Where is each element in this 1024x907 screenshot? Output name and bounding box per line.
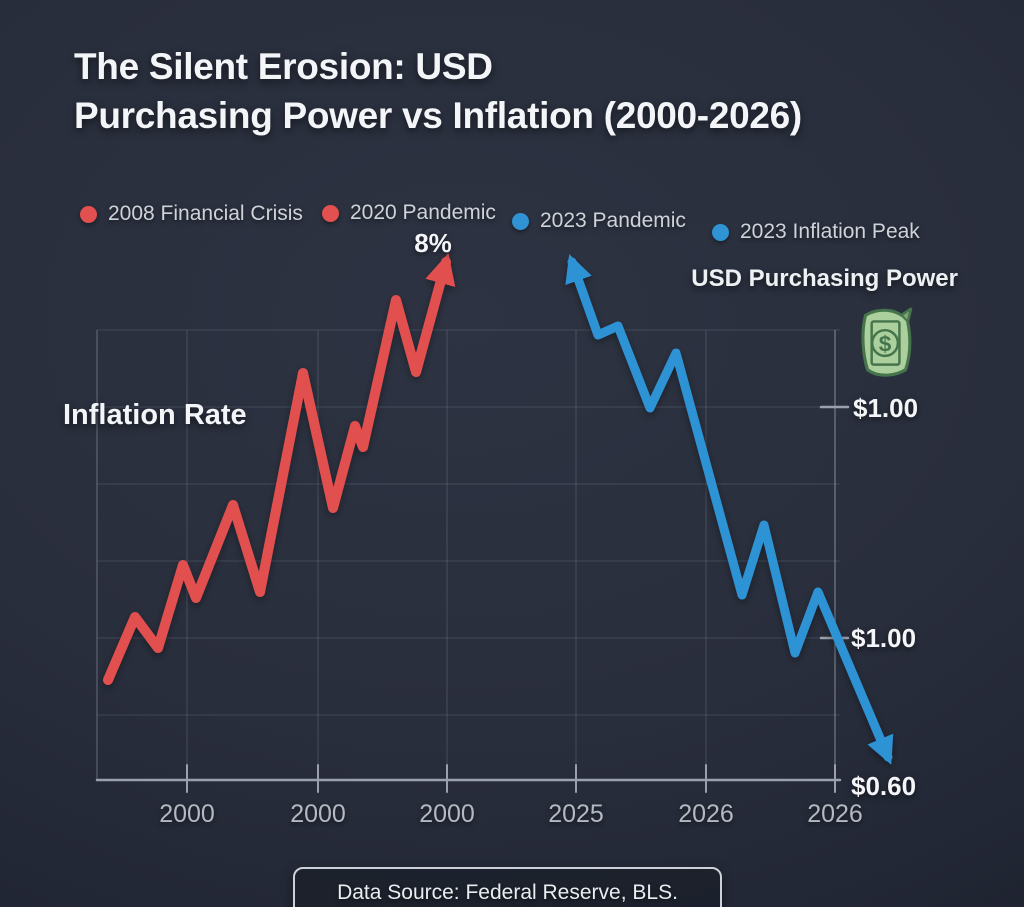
dollar-bill-circle (870, 328, 900, 358)
legend-item-label: 2023 Inflation Peak (740, 220, 920, 243)
usd-purchasing-power-label: USD Purchasing Power (691, 265, 958, 292)
legend-item-label: 2023 Pandemic (540, 209, 686, 232)
x-tick-label-6: 2026 (807, 800, 863, 828)
legend-item-2: 2020 Pandemic (322, 201, 496, 225)
inflation-rate-label: Inflation Rate (63, 399, 247, 431)
x-tick-label-1: 2000 (159, 800, 215, 828)
chart-title: The Silent Erosion: USD Purchasing Power… (74, 42, 802, 140)
series-line-inflation-rate (103, 253, 456, 685)
chart-title-line1: The Silent Erosion: USD (74, 46, 493, 87)
inflation-peak-annotation: 8% (414, 228, 452, 258)
data-source-box: Data Source: Federal Reserve, BLS. (293, 867, 722, 907)
legend-dot-icon (712, 223, 729, 241)
right-axis-label-1: $1.00 (853, 393, 919, 423)
right-axis-label-2: $1.00 (851, 623, 917, 653)
chart-title-line2: Purchasing Power vs Inflation (2000-2026… (74, 95, 802, 136)
series-line-usd-purchasing-power (565, 254, 894, 765)
x-tick-label-2: 2000 (290, 800, 346, 828)
legend-item-label: 2020 Pandemic (350, 201, 496, 224)
legend-item-label: 2008 Financial Crisis (108, 202, 303, 225)
legend-item-4: 2023 Inflation Peak (712, 220, 920, 244)
x-tick-label-4: 2025 (548, 800, 604, 828)
dollar-sign-glyph: $ (879, 331, 892, 356)
legend-item-3: 2023 Pandemic (512, 209, 686, 233)
x-tick-label-3: 2000 (419, 800, 475, 828)
legend-dot-icon (512, 212, 529, 230)
legend-item-1: 2008 Financial Crisis (80, 202, 303, 226)
legend-dot-icon (80, 205, 97, 223)
x-tick-label-5: 2026 (678, 800, 734, 828)
x-axis (95, 405, 850, 793)
dollar-bill-icon: $ (861, 307, 913, 377)
right-axis-label-3: $0.60 (851, 771, 917, 801)
dollar-bill-fold (900, 308, 912, 323)
legend-dot-icon (322, 204, 339, 222)
data-source-text: Data Source: Federal Reserve, BLS. (337, 881, 678, 904)
